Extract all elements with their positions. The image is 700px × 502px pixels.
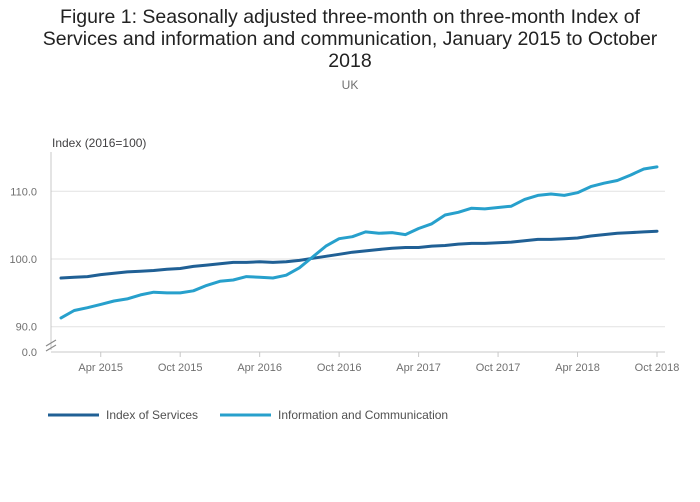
y-tick-label: 0.0 [22, 347, 37, 359]
x-tick-label: Oct 2015 [158, 362, 203, 374]
x-tick-label: Apr 2017 [396, 362, 441, 374]
y-tick-label: 100.0 [9, 254, 37, 266]
x-tick-label: Oct 2017 [476, 362, 521, 374]
series-line-index-of-services [59, 229, 659, 280]
series-lines [59, 165, 659, 320]
x-tick-label: Apr 2018 [555, 362, 600, 374]
chart-title: Figure 1: Seasonally adjusted three-mont… [42, 6, 658, 72]
legend-label: Information and Communication [278, 408, 448, 422]
chart-subtitle: UK [341, 78, 359, 92]
x-tick-label: Apr 2016 [237, 362, 282, 374]
x-tick-label: Oct 2016 [317, 362, 362, 374]
axis-break-mark [45, 339, 57, 352]
series-line-information-and-communication [59, 165, 659, 320]
legend-label: Index of Services [106, 408, 198, 422]
y-tick-labels: 0.0 90.0 100.0 110.0 [9, 186, 37, 359]
legend: Index of Services Information and Communi… [48, 408, 448, 422]
x-tick-labels: Apr 2015 Oct 2015 Apr 2016 Oct 2016 Apr 2017… [78, 352, 679, 374]
x-tick-label: Oct 2018 [635, 362, 680, 374]
gridlines [51, 190, 665, 328]
y-tick-label: 110.0 [10, 186, 37, 198]
y-tick-label: 90.0 [16, 322, 37, 334]
y-axis-label: Index (2016=100) [52, 136, 146, 150]
x-tick-label: Apr 2015 [78, 362, 123, 374]
